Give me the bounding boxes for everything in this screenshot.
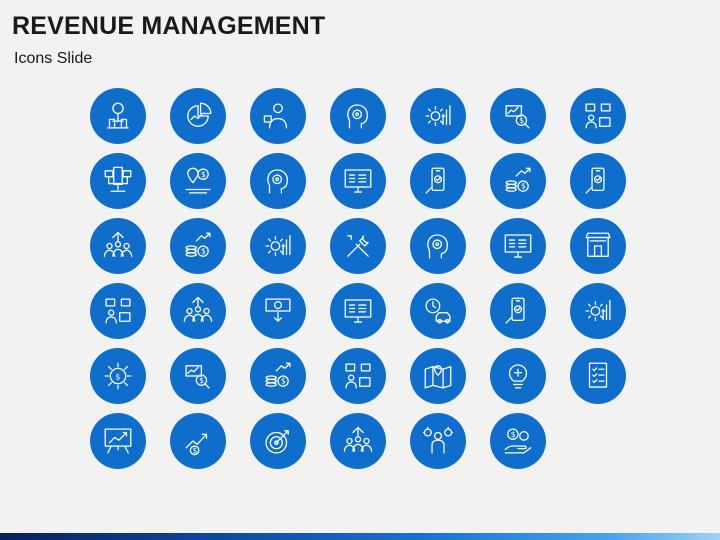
cash-download-icon-glyph	[265, 298, 291, 322]
svg-text:$: $	[199, 376, 204, 385]
network-computers-icon	[90, 153, 146, 209]
coins-growth-arrow-icon: $	[490, 153, 546, 209]
mobile-support-user-icon	[490, 283, 546, 339]
money-analysis-magnifier-icon-glyph: $	[505, 105, 530, 129]
icon-grid: $ $ $ $ $ $ $ $ $	[90, 88, 626, 469]
list-coins-growth-icon: $	[170, 218, 226, 274]
warehouse-boxes-worker-icon-glyph	[585, 103, 611, 129]
presentation-board-chart-icon	[90, 413, 146, 469]
head-gear-process-icon	[410, 218, 466, 274]
gear-dollar-icon-glyph: $	[104, 362, 132, 390]
money-tree-icon	[90, 88, 146, 144]
team-growth-arrows-icon	[90, 218, 146, 274]
businesswoman-presenter-icon	[250, 88, 306, 144]
team-growth-arrows-icon-glyph	[103, 231, 133, 257]
head-gear-mind-icon	[330, 88, 386, 144]
map-location-icon-glyph	[424, 365, 452, 389]
location-coin-money-icon: $	[170, 153, 226, 209]
list-coins-growth-icon-glyph: $	[185, 232, 211, 257]
location-coin-money-icon-glyph: $	[185, 167, 211, 194]
shelves-boxes-worker-icon	[90, 283, 146, 339]
monitor-email-icon-glyph	[504, 234, 532, 258]
delivery-boxes-worker-icon	[330, 348, 386, 404]
dollar-growth-arrow-icon: $	[170, 413, 226, 469]
mobile-payment-transfer-icon	[570, 153, 626, 209]
businesswoman-presenter-icon-glyph	[263, 103, 288, 129]
monitor-image-icon-glyph	[344, 299, 372, 323]
businessman-gears-icon-glyph	[422, 426, 454, 454]
head-gear-mind-icon-glyph	[347, 104, 368, 129]
target-arrow-icon-glyph	[265, 430, 289, 454]
mobile-hand-tap-icon-glyph	[425, 167, 445, 194]
target-arrow-icon	[250, 413, 306, 469]
map-location-icon	[410, 348, 466, 404]
coins-arrow-growth-icon-glyph: $	[265, 362, 291, 387]
presentation-board-chart-icon-glyph	[104, 428, 132, 454]
page-subtitle: Icons Slide	[14, 50, 93, 67]
coins-arrow-growth-icon: $	[250, 348, 306, 404]
svg-text:$: $	[519, 116, 524, 125]
gear-hierarchy-icon-glyph	[265, 235, 291, 256]
gear-chart-settings-icon-glyph	[585, 300, 611, 321]
network-computers-icon-glyph	[104, 166, 132, 192]
presentation-audience-icon-glyph	[183, 296, 213, 322]
coins-growth-arrow-icon-glyph: $	[505, 167, 531, 192]
mobile-payment-transfer-icon-glyph	[585, 167, 605, 194]
hands-money-coin-icon-glyph: $	[504, 428, 532, 454]
svg-text:$: $	[201, 247, 206, 256]
delivery-boxes-worker-icon-glyph	[345, 363, 371, 389]
head-gear-process-icon-glyph	[427, 234, 448, 259]
gear-hierarchy-icon	[250, 218, 306, 274]
pie-chart-analytics-icon	[170, 88, 226, 144]
team-meeting-icon	[330, 413, 386, 469]
svg-text:$: $	[281, 377, 286, 386]
mobile-hand-tap-icon	[410, 153, 466, 209]
gear-chart-settings-icon	[570, 283, 626, 339]
head-coin-thinking-icon-glyph	[267, 169, 288, 194]
monitor-checklist-icon-glyph	[344, 169, 372, 193]
pie-chart-analytics-icon-glyph	[187, 102, 212, 127]
mobile-support-user-icon-glyph	[505, 297, 525, 324]
light-bulb-idea-icon	[490, 348, 546, 404]
bottom-gradient-bar	[0, 533, 720, 540]
money-tree-icon-glyph	[107, 102, 129, 129]
shop-storefront-icon-glyph	[585, 232, 611, 257]
cash-download-icon	[250, 283, 306, 339]
team-meeting-icon-glyph	[343, 426, 373, 452]
svg-text:$: $	[511, 430, 516, 439]
chart-coin-magnifier-icon-glyph: $	[185, 365, 210, 389]
head-coin-thinking-icon	[250, 153, 306, 209]
page-title: REVENUE MANAGEMENT	[12, 12, 326, 40]
svg-text:$: $	[521, 182, 526, 191]
monitor-email-icon	[490, 218, 546, 274]
chart-coin-magnifier-icon: $	[170, 348, 226, 404]
clock-car-delivery-icon	[410, 283, 466, 339]
clock-car-delivery-icon-glyph	[425, 298, 451, 324]
gear-dollar-icon: $	[90, 348, 146, 404]
presentation-audience-icon	[170, 283, 226, 339]
wrench-screwdriver-tools-icon	[330, 218, 386, 274]
dollar-growth-arrow-icon-glyph: $	[185, 433, 208, 456]
warehouse-boxes-worker-icon	[570, 88, 626, 144]
svg-text:$: $	[115, 372, 120, 381]
svg-text:$: $	[201, 170, 206, 179]
wrench-screwdriver-tools-icon-glyph	[347, 235, 369, 257]
gear-growth-chart-icon	[410, 88, 466, 144]
shelves-boxes-worker-icon-glyph	[105, 298, 131, 324]
light-bulb-idea-icon-glyph	[508, 364, 528, 389]
checklist-document-icon-glyph	[588, 362, 608, 388]
monitor-image-icon	[330, 283, 386, 339]
shop-storefront-icon	[570, 218, 626, 274]
svg-text:$: $	[192, 446, 197, 455]
monitor-checklist-icon	[330, 153, 386, 209]
money-analysis-magnifier-icon: $	[490, 88, 546, 144]
checklist-document-icon	[570, 348, 626, 404]
gear-growth-chart-icon-glyph	[425, 105, 451, 126]
hands-money-coin-icon: $	[490, 413, 546, 469]
businessman-gears-icon	[410, 413, 466, 469]
